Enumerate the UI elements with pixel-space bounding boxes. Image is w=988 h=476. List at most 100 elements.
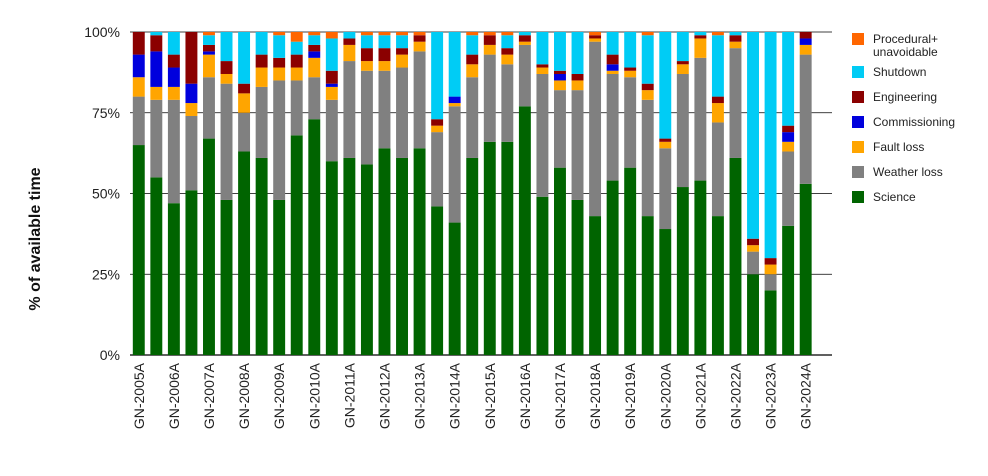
bar-segment-shutdown xyxy=(343,32,356,39)
bar-segment-fault-loss xyxy=(483,44,496,55)
bar-segment-science xyxy=(238,151,251,355)
x-tick-label: GN-2008A xyxy=(236,362,252,429)
x-tick-label: GN-2013A xyxy=(412,362,428,429)
bar-segment-shutdown xyxy=(220,32,233,62)
bar-segment-fault-loss xyxy=(343,44,356,62)
bar-segment-weather-loss xyxy=(167,99,180,204)
bar-segment-fault-loss xyxy=(273,67,286,81)
bar-segment-science xyxy=(589,216,602,355)
bar-segment-fault-loss xyxy=(308,57,321,78)
x-axis: GN-2005A GN-2006A GN-2007A GN-2008A GN-2009A… xyxy=(131,362,814,429)
bar-segment-science xyxy=(273,199,286,355)
x-tick-label: GN-2015A xyxy=(482,362,498,429)
bar-segment-science xyxy=(676,187,689,355)
bar-segment-engineering xyxy=(325,70,338,84)
bar-segment-weather-loss xyxy=(659,148,672,230)
bar-segment-engineering xyxy=(378,48,391,62)
bar-segment-fault-loss xyxy=(501,54,514,65)
y-tick-label: 75% xyxy=(92,105,120,121)
bar-segment-engineering xyxy=(536,64,549,68)
y-tick-label: 25% xyxy=(92,266,120,282)
bar-segment-science xyxy=(220,199,233,355)
bar-segment-weather-loss xyxy=(624,77,637,168)
bar-segment-procedural-unavoidable xyxy=(466,32,479,36)
legend-swatch xyxy=(852,141,864,153)
bar-segment-fault-loss xyxy=(782,141,795,152)
bar-segment-engineering xyxy=(185,32,198,84)
bar-segment-science xyxy=(150,177,163,355)
bar-segment-weather-loss xyxy=(676,73,689,188)
bar-segment-fault-loss xyxy=(641,90,654,100)
bar-segment-science xyxy=(255,157,268,355)
bar-segment-engineering xyxy=(659,138,672,142)
bar-segment-fault-loss xyxy=(676,64,689,74)
bar-segment-science xyxy=(167,203,180,355)
bar-segment-shutdown xyxy=(641,35,654,84)
bar-segment-science xyxy=(606,180,619,355)
bar-segment-commissioning xyxy=(308,51,321,58)
bar-segment-procedural-unavoidable xyxy=(290,32,303,42)
bar-segment-procedural-unavoidable xyxy=(273,32,286,36)
bar-segment-shutdown xyxy=(782,32,795,126)
bar-segment-weather-loss xyxy=(747,251,759,275)
bar-segment-procedural-unavoidable xyxy=(641,32,654,36)
bar-segment-engineering xyxy=(431,119,444,126)
bar-segment-science xyxy=(290,135,303,355)
bar-segment-science xyxy=(483,141,496,355)
bar-segment-commissioning xyxy=(782,132,795,142)
y-tick-label: 0% xyxy=(100,347,120,363)
bar-segment-weather-loss xyxy=(571,90,584,200)
bar-segment-engineering xyxy=(238,83,251,94)
bar-segment-fault-loss xyxy=(378,61,391,71)
bar-segment-shutdown xyxy=(378,35,391,49)
bar-segment-commissioning xyxy=(132,54,145,78)
bar-segment-science xyxy=(782,225,795,355)
bar-segment-engineering xyxy=(624,67,637,71)
bar-segment-science xyxy=(185,190,198,355)
bar-segment-fault-loss xyxy=(238,93,251,113)
gridlines xyxy=(130,31,832,356)
bar-segment-weather-loss xyxy=(782,151,795,226)
legend-swatch xyxy=(852,116,864,128)
bar-segment-procedural-unavoidable xyxy=(413,32,426,36)
bar-segment-commissioning xyxy=(150,51,163,87)
bar-segment-fault-loss xyxy=(694,38,707,58)
bar-segment-weather-loss xyxy=(448,106,461,223)
bar-segment-procedural-unavoidable xyxy=(483,32,496,36)
bar-segment-engineering xyxy=(132,32,145,55)
bar-segment-commissioning xyxy=(799,38,812,45)
bar-segment-engineering xyxy=(676,61,689,65)
x-tick-label: GN-2011A xyxy=(341,362,357,428)
bar-segment-fault-loss xyxy=(606,70,619,74)
x-tick-label: GN-2017A xyxy=(552,362,568,429)
bar-segment-science xyxy=(729,157,742,355)
x-tick-label: GN-2021A xyxy=(692,362,708,429)
bar-segment-shutdown xyxy=(606,32,619,55)
bar-segment-commissioning xyxy=(448,96,461,104)
bar-segment-science xyxy=(747,274,759,355)
bar-segment-fault-loss xyxy=(413,41,426,52)
bar-segment-science xyxy=(554,167,566,355)
bar-segment-fault-loss xyxy=(150,86,163,100)
y-axis-title: % of available time xyxy=(27,167,44,310)
bar-segment-engineering xyxy=(764,258,777,265)
bar-segment-engineering xyxy=(255,54,268,68)
bar-segment-weather-loss xyxy=(764,274,777,291)
bar-segment-procedural-unavoidable xyxy=(203,32,215,36)
bar-segment-science xyxy=(694,180,707,355)
x-tick-label: GN-2019A xyxy=(622,362,638,429)
legend-swatch xyxy=(852,191,864,203)
bar-segment-fault-loss xyxy=(132,77,145,97)
bar-segment-weather-loss xyxy=(413,51,426,149)
bar-segment-weather-loss xyxy=(185,115,198,191)
bars xyxy=(132,32,812,356)
bar-segment-engineering xyxy=(273,57,286,68)
bar-segment-shutdown xyxy=(624,32,637,68)
bar-segment-engineering xyxy=(589,35,602,39)
legend-swatch xyxy=(852,91,864,103)
bar-segment-weather-loss xyxy=(396,67,408,158)
bar-segment-science xyxy=(571,199,584,355)
bar-segment-fault-loss xyxy=(589,38,602,42)
bar-segment-procedural-unavoidable xyxy=(396,32,408,36)
bar-segment-procedural-unavoidable xyxy=(378,32,391,36)
